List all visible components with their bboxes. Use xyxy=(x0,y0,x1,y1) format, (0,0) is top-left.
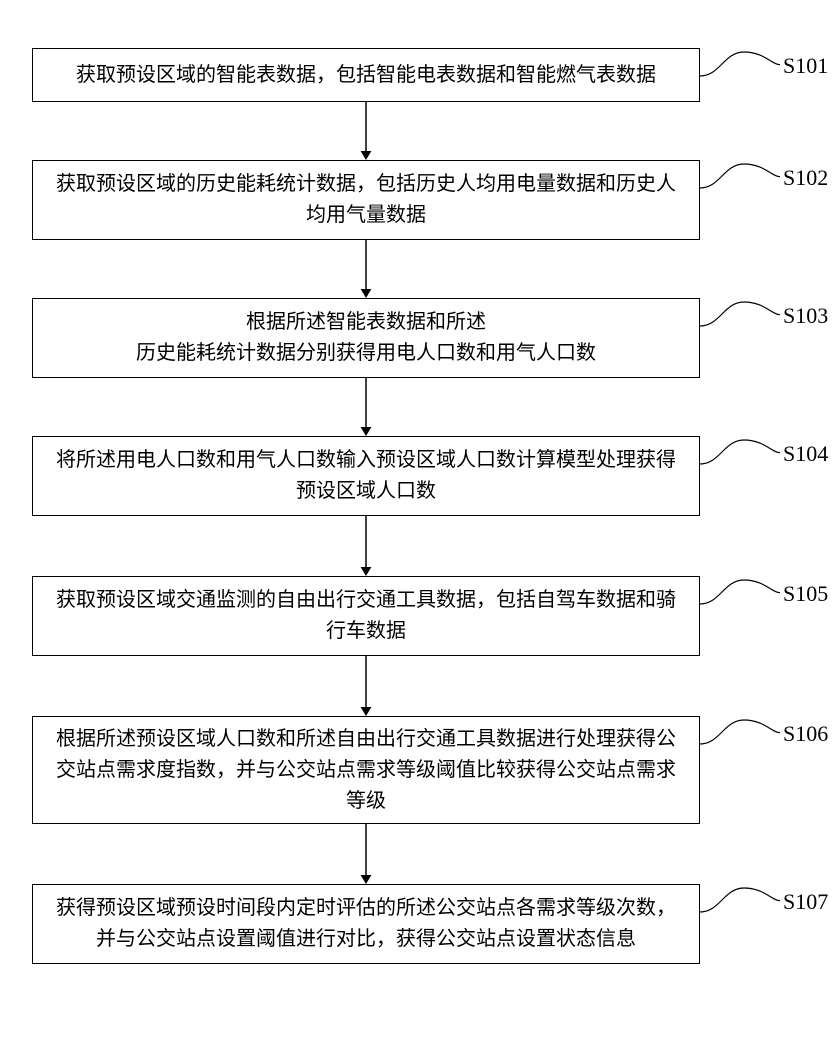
flow-node-text: 获取预设区域的历史能耗统计数据，包括历史人均用电量数据和历史人均用气量数据 xyxy=(51,169,681,231)
step-label-s106: S106 xyxy=(783,721,828,747)
arrow-s104-s105 xyxy=(356,516,376,576)
flow-node-text: 根据所述智能表数据和所述历史能耗统计数据分别获得用电人口数和用气人口数 xyxy=(136,307,596,369)
flow-node-s103: 根据所述智能表数据和所述历史能耗统计数据分别获得用电人口数和用气人口数 xyxy=(32,298,700,378)
arrow-s103-s104 xyxy=(356,378,376,436)
flow-node-text: 将所述用电人口数和用气人口数输入预设区域人口数计算模型处理获得预设区域人口数 xyxy=(51,445,681,507)
arrow-s106-s107 xyxy=(356,824,376,884)
flow-node-s102: 获取预设区域的历史能耗统计数据，包括历史人均用电量数据和历史人均用气量数据 xyxy=(32,160,700,240)
flow-node-s104: 将所述用电人口数和用气人口数输入预设区域人口数计算模型处理获得预设区域人口数 xyxy=(32,436,700,516)
arrow-s102-s103 xyxy=(356,240,376,298)
flow-node-text: 获取预设区域的智能表数据，包括智能电表数据和智能燃气表数据 xyxy=(76,60,656,91)
brace-s106 xyxy=(700,714,780,748)
flow-node-s107: 获得预设区域预设时间段内定时评估的所述公交站点各需求等级次数，并与公交站点设置阈… xyxy=(32,884,700,964)
step-label-s101: S101 xyxy=(783,53,828,79)
flow-node-text: 获得预设区域预设时间段内定时评估的所述公交站点各需求等级次数，并与公交站点设置阈… xyxy=(51,893,681,955)
brace-s101 xyxy=(700,46,780,80)
step-label-s107: S107 xyxy=(783,889,828,915)
step-label-s104: S104 xyxy=(783,441,828,467)
brace-s104 xyxy=(700,434,780,468)
arrow-s105-s106 xyxy=(356,656,376,716)
flowchart-canvas: 获取预设区域的智能表数据，包括智能电表数据和智能燃气表数据 S101 获取预设区域的… xyxy=(0,20,839,1020)
flow-node-s101: 获取预设区域的智能表数据，包括智能电表数据和智能燃气表数据 xyxy=(32,48,700,102)
brace-s107 xyxy=(700,882,780,916)
step-label-s103: S103 xyxy=(783,303,828,329)
brace-s103 xyxy=(700,296,780,330)
step-label-s102: S102 xyxy=(783,165,828,191)
flow-node-text: 获取预设区域交通监测的自由出行交通工具数据，包括自驾车数据和骑行车数据 xyxy=(51,585,681,647)
brace-s105 xyxy=(700,574,780,608)
step-label-s105: S105 xyxy=(783,581,828,607)
flow-node-s106: 根据所述预设区域人口数和所述自由出行交通工具数据进行处理获得公交站点需求度指数，… xyxy=(32,716,700,824)
flow-node-text: 根据所述预设区域人口数和所述自由出行交通工具数据进行处理获得公交站点需求度指数，… xyxy=(51,724,681,817)
brace-s102 xyxy=(700,158,780,192)
arrow-s101-s102 xyxy=(356,102,376,160)
flow-node-s105: 获取预设区域交通监测的自由出行交通工具数据，包括自驾车数据和骑行车数据 xyxy=(32,576,700,656)
